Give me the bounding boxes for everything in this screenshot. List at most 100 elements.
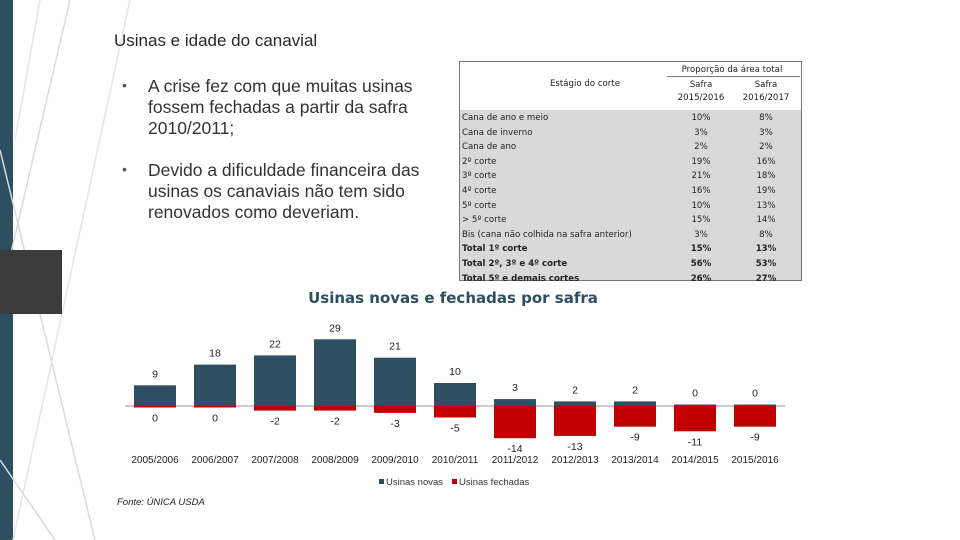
- bullet-item: • Devido a dificuldade financeira das us…: [118, 160, 448, 223]
- row-label: Bis (cana não colhida na safra anterior): [462, 229, 632, 240]
- bar-usinas-fechadas: [674, 406, 716, 432]
- data-label-novas: 22: [269, 338, 281, 350]
- legend-label-fechadas: Usinas fechadas: [459, 477, 529, 488]
- table-row: 4º corte 16% 19%: [460, 184, 801, 199]
- row-label: Cana de ano e meio: [462, 113, 549, 123]
- legend-swatch-novas: [379, 479, 384, 484]
- table-body: Cana de ano e meio 10% 8% Cana de inverno 3%…: [460, 111, 801, 286]
- legend-label-novas: Usinas novas: [386, 477, 443, 488]
- x-tick-label: 2010/2011: [432, 455, 479, 466]
- x-tick-label: 2008/2009: [311, 455, 359, 466]
- bullet-dot-icon: •: [122, 161, 127, 177]
- row-label: Total 2º, 3º e 4º corte: [462, 258, 568, 269]
- x-tick-label: 2011/2012: [492, 455, 539, 466]
- table-row: > 5º corte 15% 14%: [460, 213, 801, 228]
- x-tick-label: 2009/2010: [371, 455, 419, 466]
- chart-title: Usinas novas e fechadas por safra: [308, 289, 598, 307]
- row-value-2016: 8%: [759, 229, 773, 240]
- row-value-2015: 10%: [691, 113, 711, 123]
- data-label-novas: 0: [692, 388, 698, 400]
- data-label-fechadas: -14: [507, 443, 522, 455]
- row-value-2015: 10%: [691, 200, 711, 211]
- x-tick-label: 2015/2016: [731, 455, 779, 466]
- bar-usinas-fechadas: [734, 406, 776, 427]
- data-label-novas: 18: [209, 348, 221, 360]
- row-value-2016: 14%: [756, 215, 776, 226]
- x-tick-label: 2013/2014: [611, 455, 659, 466]
- legend-swatch-fechadas: [452, 479, 457, 484]
- row-label: Cana de inverno: [462, 127, 533, 138]
- table-row: Cana de ano 2% 2%: [460, 140, 801, 155]
- table-row: Cana de ano e meio 10% 8%: [460, 111, 801, 126]
- table-row: Total 5º e demais cortes 26% 27%: [460, 272, 801, 287]
- data-label-fechadas: 0: [152, 413, 158, 425]
- row-value-2016: 27%: [755, 273, 777, 284]
- col1-header-line2: 2015/2016: [677, 93, 725, 103]
- bar-usinas-novas: [614, 401, 656, 406]
- row-label: > 5º corte: [462, 215, 507, 226]
- row-value-2016: 53%: [755, 258, 777, 269]
- data-label-novas: 2: [632, 384, 638, 396]
- row-value-2015: 56%: [690, 258, 712, 269]
- row-value-2016: 2%: [759, 142, 773, 153]
- row-value-2015: 15%: [691, 215, 711, 226]
- data-label-fechadas: -5: [450, 423, 459, 435]
- bullet-list: • A crise fez com que muitas usinas foss…: [118, 76, 448, 244]
- data-label-novas: 21: [389, 341, 401, 353]
- row-label: 3º corte: [462, 171, 497, 182]
- bar-usinas-novas: [314, 339, 356, 406]
- data-label-fechadas: -2: [330, 416, 339, 428]
- data-label-novas: 3: [512, 382, 518, 394]
- data-label-novas: 0: [752, 388, 758, 400]
- bar-usinas-novas: [254, 355, 296, 406]
- col2-header-line2: 2016/2017: [742, 93, 790, 103]
- bar-usinas-fechadas: [434, 406, 476, 418]
- row-value-2015: 21%: [691, 171, 711, 182]
- bar-usinas-fechadas: [134, 406, 176, 408]
- bullet-text: A crise fez com que muitas usinas fossem…: [148, 76, 413, 138]
- bar-usinas-novas: [434, 383, 476, 406]
- bullet-item: • A crise fez com que muitas usinas foss…: [118, 76, 448, 139]
- bar-usinas-novas: [494, 399, 536, 406]
- row-label: Total 1º corte: [462, 244, 528, 255]
- row-value-2016: 3%: [759, 127, 773, 138]
- row-value-2016: 16%: [756, 156, 776, 167]
- bar-usinas-novas: [134, 385, 176, 406]
- bar-usinas-fechadas: [314, 406, 356, 411]
- bar-usinas-fechadas: [194, 406, 236, 408]
- bullet-text: Devido a dificuldade financeira das usin…: [148, 160, 420, 222]
- bullet-dot-icon: •: [122, 77, 127, 93]
- row-value-2015: 3%: [694, 127, 708, 138]
- accent-tab: [0, 250, 62, 314]
- data-label-fechadas: 0: [212, 413, 218, 425]
- row-label: Total 5º e demais cortes: [462, 273, 580, 284]
- cutting-stage-table: Estágio do corte Proporção da área total…: [459, 61, 802, 284]
- data-label-fechadas: -2: [270, 416, 279, 428]
- bar-usinas-fechadas: [374, 406, 416, 413]
- data-label-novas: 29: [329, 322, 341, 334]
- row-value-2015: 16%: [691, 185, 711, 196]
- row-value-2016: 8%: [759, 113, 773, 123]
- source-note: Fonte: ÚNICA USDA: [117, 497, 205, 508]
- row-value-2016: 13%: [756, 200, 776, 211]
- data-label-novas: 2: [572, 384, 578, 396]
- stage-header: Estágio do corte: [550, 79, 620, 89]
- bar-usinas-novas: [674, 404, 716, 406]
- row-label: Cana de ano: [462, 142, 517, 153]
- row-value-2015: 19%: [691, 156, 711, 167]
- data-label-fechadas: -13: [567, 441, 582, 453]
- table-header: Estágio do corte Proporção da área total…: [460, 62, 801, 110]
- slide-title: Usinas e idade do canavial: [114, 31, 318, 50]
- table-row: Cana de inverno 3% 3%: [460, 126, 801, 141]
- table-row: 2º corte 19% 16%: [460, 155, 801, 170]
- bar-usinas-fechadas: [254, 406, 296, 411]
- col1-header-line1: Safra: [689, 80, 713, 90]
- table-row: 5º corte 10% 13%: [460, 199, 801, 214]
- row-value-2015: 2%: [694, 142, 708, 153]
- table-row: Total 2º, 3º e 4º corte 56% 53%: [460, 257, 801, 272]
- x-tick-label: 2012/2013: [551, 455, 599, 466]
- x-tick-label: 2005/2006: [131, 455, 179, 466]
- data-label-novas: 9: [152, 368, 158, 380]
